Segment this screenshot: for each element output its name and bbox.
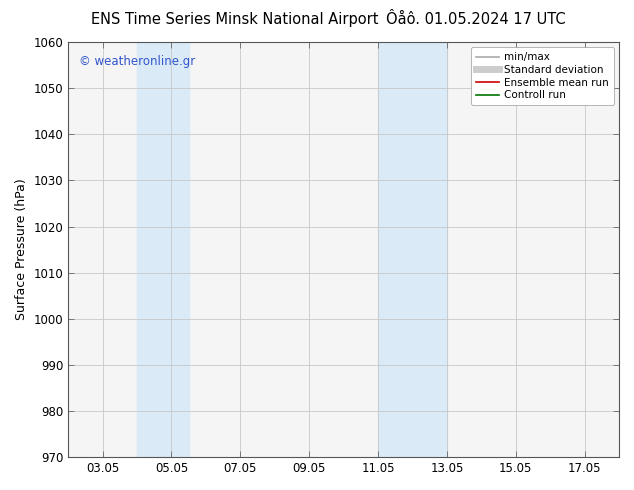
Text: ENS Time Series Minsk National Airport: ENS Time Series Minsk National Airport [91, 12, 378, 27]
Y-axis label: Surface Pressure (hPa): Surface Pressure (hPa) [15, 179, 28, 320]
Bar [378, 42, 447, 457]
Text: Ôåô. 01.05.2024 17 UTC: Ôåô. 01.05.2024 17 UTC [385, 12, 566, 27]
Bar [137, 42, 189, 457]
Legend: min/max, Standard deviation, Ensemble mean run, Controll run: min/max, Standard deviation, Ensemble me… [470, 47, 614, 105]
Text: © weatheronline.gr: © weatheronline.gr [79, 54, 195, 68]
